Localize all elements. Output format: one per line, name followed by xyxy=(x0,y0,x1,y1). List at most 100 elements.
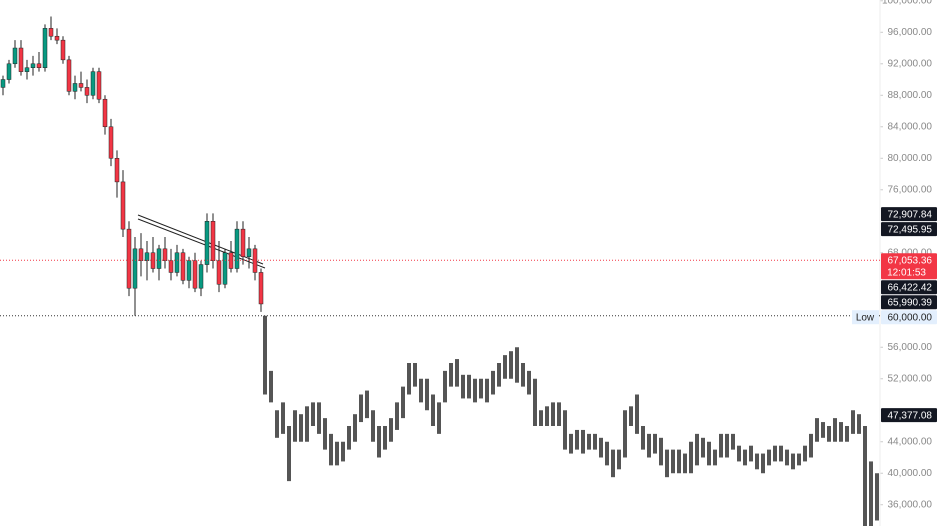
range-bar xyxy=(857,414,861,434)
range-bar xyxy=(617,449,621,470)
range-bar xyxy=(647,433,651,458)
range-bar xyxy=(575,429,579,450)
y-tick-label: 88,000.00 xyxy=(888,90,933,101)
range-bar xyxy=(323,418,327,450)
range-bar xyxy=(485,378,489,403)
range-bar xyxy=(683,453,687,474)
price-label: 66,422.42 xyxy=(888,282,933,293)
price-label-box xyxy=(881,280,937,295)
range-bar xyxy=(299,414,303,442)
range-bar xyxy=(527,370,531,395)
price-label: 60,000.00 xyxy=(888,312,933,323)
range-bar xyxy=(419,378,423,403)
low-tag xyxy=(852,310,879,325)
range-bar xyxy=(569,433,573,454)
candle-body xyxy=(168,260,174,273)
range-bar xyxy=(791,453,795,470)
y-tick-label: 68,000.00 xyxy=(888,247,933,258)
range-bar xyxy=(515,347,519,383)
y-tick-label: 76,000.00 xyxy=(888,184,933,195)
range-bar xyxy=(653,433,657,454)
range-bar xyxy=(815,418,819,442)
range-bar xyxy=(767,449,771,466)
range-bar xyxy=(263,315,267,395)
range-bar xyxy=(641,425,645,450)
range-bar xyxy=(659,437,663,466)
range-bar xyxy=(437,402,441,434)
candle-body xyxy=(84,87,90,96)
range-bar xyxy=(473,378,477,403)
range-bar xyxy=(359,394,363,423)
candle-body xyxy=(0,79,6,88)
y-tick-label: 52,000.00 xyxy=(888,373,933,384)
range-bar xyxy=(383,425,387,450)
y-tick-label: 36,000.00 xyxy=(888,499,933,510)
range-bar xyxy=(371,410,375,442)
candle-body xyxy=(6,63,12,80)
candle-body xyxy=(102,98,108,128)
range-bar xyxy=(749,445,753,462)
y-tick-label: 56,000.00 xyxy=(888,342,933,353)
range-bar xyxy=(833,418,837,442)
range-bar xyxy=(755,453,759,470)
range-bar xyxy=(281,402,285,434)
range-bar xyxy=(671,449,675,474)
range-bar xyxy=(677,449,681,474)
range-bar xyxy=(611,449,615,478)
range-bar xyxy=(389,418,393,442)
range-bar xyxy=(395,402,399,430)
range-bar xyxy=(593,433,597,450)
range-bar xyxy=(533,378,537,426)
range-bar xyxy=(803,445,807,462)
candle-body xyxy=(162,248,168,261)
candle-body xyxy=(204,221,210,265)
candle-body xyxy=(48,28,54,37)
candle-body xyxy=(90,71,96,96)
countdown: 12:01:53 xyxy=(887,267,926,278)
range-bar xyxy=(407,363,411,395)
range-bar xyxy=(827,425,831,442)
range-bar xyxy=(629,406,633,426)
range-bar xyxy=(845,425,849,442)
range-bar xyxy=(587,433,591,450)
y-tick-label: 100,000.00 xyxy=(882,0,932,6)
range-bar xyxy=(809,433,813,458)
price-label-box xyxy=(881,207,937,222)
range-bar xyxy=(599,437,603,458)
range-bar xyxy=(737,445,741,462)
price-label: 67,053.36 xyxy=(888,255,933,266)
range-bar xyxy=(275,410,279,438)
y-tick-label: 84,000.00 xyxy=(888,121,933,132)
candle-body xyxy=(192,260,198,289)
range-bar xyxy=(353,414,357,442)
range-bar xyxy=(545,406,549,426)
range-bar xyxy=(779,445,783,462)
range-bar xyxy=(401,386,405,419)
candle-body xyxy=(114,158,120,183)
candle-body xyxy=(24,67,30,72)
candle-body xyxy=(216,260,222,285)
range-bar xyxy=(449,363,453,387)
candle-body xyxy=(174,252,180,273)
range-bar xyxy=(491,370,495,395)
range-bar xyxy=(797,453,801,466)
range-bar xyxy=(431,394,435,426)
candle-body xyxy=(234,228,240,269)
range-bar xyxy=(701,437,705,458)
y-tick-label: 40,000.00 xyxy=(888,468,933,479)
candle-body xyxy=(120,181,126,230)
range-bar xyxy=(455,359,459,387)
range-bar xyxy=(341,441,345,462)
low-text: Low xyxy=(856,312,875,323)
range-bar xyxy=(713,449,717,466)
price-label-box xyxy=(881,222,937,237)
candle-body xyxy=(12,47,18,65)
y-tick-label: 92,000.00 xyxy=(888,58,933,69)
candle-body xyxy=(108,126,114,159)
range-bar xyxy=(707,441,711,466)
range-bar xyxy=(689,441,693,474)
range-bar xyxy=(287,425,291,482)
price-label: 72,907.84 xyxy=(888,209,933,220)
range-bar xyxy=(269,370,273,403)
candle-body xyxy=(258,272,264,305)
